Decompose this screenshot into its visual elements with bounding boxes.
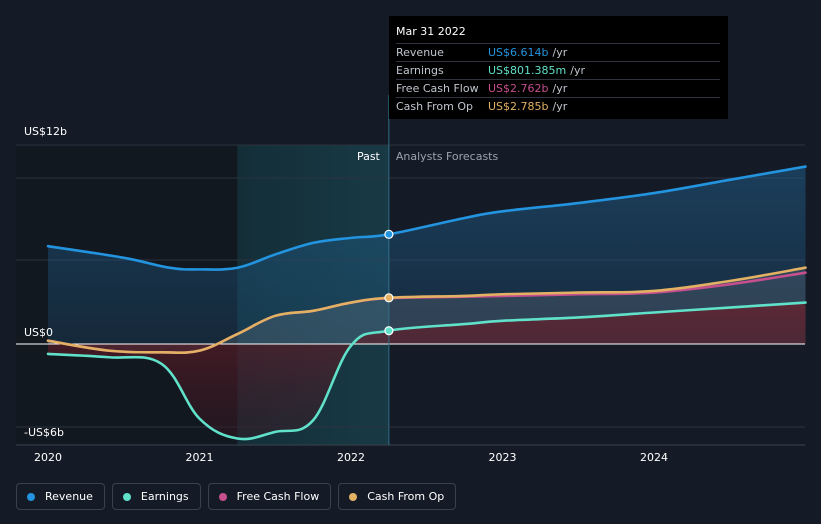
marker-revenue <box>384 229 394 239</box>
x-tick-label: 2023 <box>489 451 517 464</box>
tooltip-unit: /yr <box>570 64 585 77</box>
x-tick-label: 2024 <box>640 451 668 464</box>
legend-dot-icon <box>122 492 131 501</box>
tooltip-value: US$6.614b <box>488 46 549 59</box>
legend-label: Cash From Op <box>367 490 445 503</box>
tooltip-value: US$2.785b <box>488 100 549 113</box>
forecast-label: Analysts Forecasts <box>396 150 499 163</box>
tooltip-label: Earnings <box>396 64 444 77</box>
legend-dot-icon <box>27 492 35 501</box>
tooltip-unit: /yr <box>552 82 568 95</box>
chart-plot: US$12b US$0 -US$6b 2020 2021 2022 2023 2024 Past… <box>16 95 807 464</box>
earnings-area <box>48 302 806 440</box>
tooltip-row-free-cash-flow: Free Cash Flow US$2.762b /yr <box>396 79 720 97</box>
chart-tooltip: Mar 31 2022 Revenue US$6.614b /yr Earnin… <box>389 16 728 119</box>
x-tick-label: 2020 <box>34 451 62 464</box>
tooltip-value: US$2.762b <box>488 82 549 95</box>
y-axis-label: US$12b <box>24 125 67 138</box>
legend-item-earnings[interactable]: Earnings <box>111 483 201 510</box>
marker-cash-from-op <box>384 293 394 303</box>
tooltip-unit: /yr <box>552 100 568 113</box>
tooltip-label: Cash From Op <box>396 100 474 113</box>
marker-earnings <box>384 326 394 336</box>
series-line-cash-from-op <box>46 266 807 354</box>
tooltip-label: Revenue <box>396 46 444 59</box>
legend-label: Earnings <box>140 490 189 503</box>
legend-item-free-cash-flow[interactable]: Free Cash Flow <box>207 483 332 510</box>
legend-item-cash-from-op[interactable]: Cash From Op <box>338 483 457 510</box>
series-line-revenue <box>46 165 807 271</box>
revenue-area <box>48 166 806 344</box>
legend-item-revenue[interactable]: Revenue <box>16 483 105 510</box>
legend-dot-icon <box>218 492 227 501</box>
tooltip-row-cash-from-op: Cash From Op US$2.785b /yr <box>396 97 720 115</box>
tooltip-row-revenue: Revenue US$6.614b /yr <box>396 43 720 61</box>
past-label: Past <box>357 150 381 163</box>
legend-label: Revenue <box>45 490 93 503</box>
y-axis-label: US$0 <box>24 326 53 339</box>
tooltip-row-earnings: Earnings US$801.385m /yr <box>396 61 720 79</box>
chart-legend: Revenue Earnings Free Cash Flow Cash Fro… <box>16 483 457 510</box>
y-axis-label: -US$6b <box>24 426 64 439</box>
legend-label: Free Cash Flow <box>236 490 320 503</box>
tooltip-label: Free Cash Flow <box>396 82 479 95</box>
x-tick-label: 2021 <box>186 451 214 464</box>
tooltip-unit: /yr <box>552 46 568 59</box>
x-tick-label: 2022 <box>337 451 365 464</box>
tooltip-date: Mar 31 2022 <box>396 25 466 38</box>
tooltip-value: US$801.385m <box>488 64 567 77</box>
series-line-earnings <box>46 301 807 441</box>
legend-dot-icon <box>349 492 358 501</box>
